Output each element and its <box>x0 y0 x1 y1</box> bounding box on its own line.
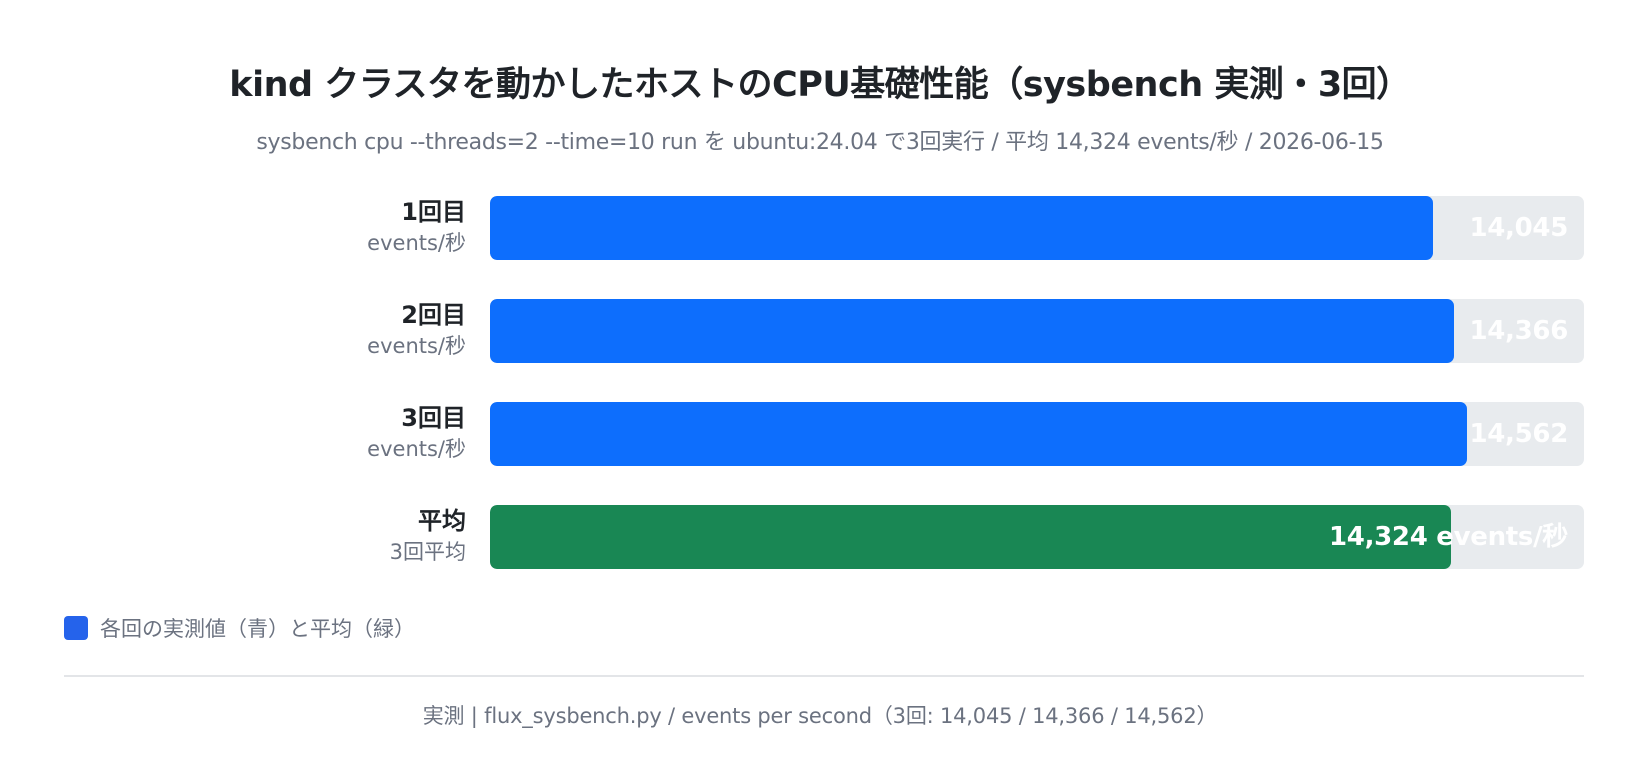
bar-value-label: 14,045 <box>1469 213 1568 243</box>
bar-value-label: 14,366 <box>1469 316 1568 346</box>
bar-category-sublabel: 3回平均 <box>389 540 466 564</box>
bar-row: 1回目 events/秒 14,045 <box>0 196 1640 260</box>
bar-category-label: 2回目 events/秒 <box>367 299 466 361</box>
bar-track: 14,366 <box>490 299 1584 363</box>
bar-row: 平均 3回平均 14,324 events/秒 <box>0 505 1640 569</box>
bar-category-sublabel: events/秒 <box>367 334 466 358</box>
bar-track: 14,324 events/秒 <box>490 505 1584 569</box>
bar-value-label: 14,324 events/秒 <box>1328 522 1568 552</box>
bar-category: 平均 <box>418 507 466 535</box>
bar-track: 14,045 <box>490 196 1584 260</box>
chart-footer: 実測 | flux_sysbench.py / events per secon… <box>422 704 1218 728</box>
chart-subtitle: sysbench cpu --threads=2 --time=10 run を… <box>256 130 1384 155</box>
legend: 各回の実測値（青）と平均（緑） <box>64 615 415 641</box>
bar <box>490 299 1454 363</box>
bar-track: 14,562 <box>490 402 1584 466</box>
bar <box>490 402 1467 466</box>
chart-title: kind クラスタを動かしたホストのCPU基礎性能（sysbench 実測・3回… <box>229 65 1411 105</box>
bar-value-label: 14,562 <box>1469 419 1568 449</box>
bar-category-label: 3回目 events/秒 <box>367 402 466 464</box>
bar-category-label: 1回目 events/秒 <box>367 196 466 258</box>
divider <box>64 675 1584 677</box>
bar-category: 2回目 <box>401 301 466 329</box>
legend-swatch <box>64 616 88 640</box>
bar <box>490 505 1451 569</box>
bar-category: 1回目 <box>401 198 466 226</box>
bar-row: 2回目 events/秒 14,366 <box>0 299 1640 363</box>
bar-category-label: 平均 3回平均 <box>390 505 466 567</box>
legend-label: 各回の実測値（青）と平均（緑） <box>100 617 415 641</box>
bar-category-sublabel: events/秒 <box>367 437 466 461</box>
bar <box>490 196 1433 260</box>
bar-category: 3回目 <box>401 404 466 432</box>
bar-row: 3回目 events/秒 14,562 <box>0 402 1640 466</box>
bar-category-sublabel: events/秒 <box>367 231 466 255</box>
